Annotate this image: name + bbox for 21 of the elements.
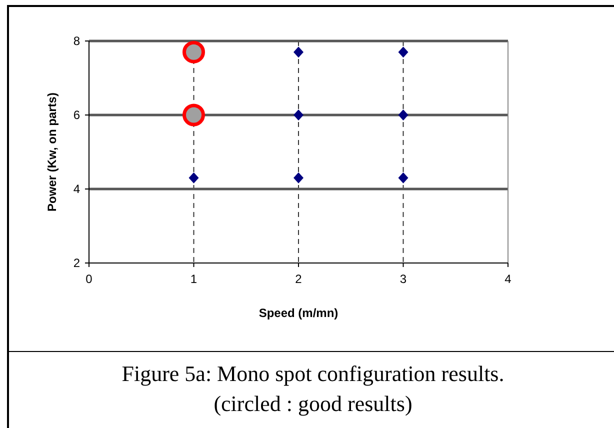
point bbox=[398, 172, 408, 184]
point bbox=[294, 172, 304, 184]
point bbox=[182, 40, 205, 64]
x-tick-label: 4 bbox=[504, 272, 512, 286]
point bbox=[188, 172, 199, 184]
x-axis-title: Speed (m/mn) bbox=[258, 306, 338, 320]
y-tick-label: 4 bbox=[73, 182, 80, 196]
y-tick-label: 6 bbox=[73, 108, 80, 122]
y-axis-title: Power (Kw, on parts) bbox=[45, 92, 59, 212]
x-tick-label: 2 bbox=[295, 272, 302, 286]
y-tick-label: 2 bbox=[73, 256, 80, 270]
y-tick-label: 8 bbox=[73, 34, 80, 48]
x-tick-label: 3 bbox=[400, 272, 407, 286]
point bbox=[294, 110, 304, 120]
caption: Figure 5a: Mono spot configuration results. (circled : good results) bbox=[122, 361, 504, 416]
point bbox=[182, 104, 205, 126]
x-tick-label: 0 bbox=[86, 272, 93, 286]
x-tick-label: 1 bbox=[190, 272, 198, 286]
point bbox=[294, 46, 304, 58]
point bbox=[398, 110, 408, 120]
point bbox=[398, 46, 408, 58]
